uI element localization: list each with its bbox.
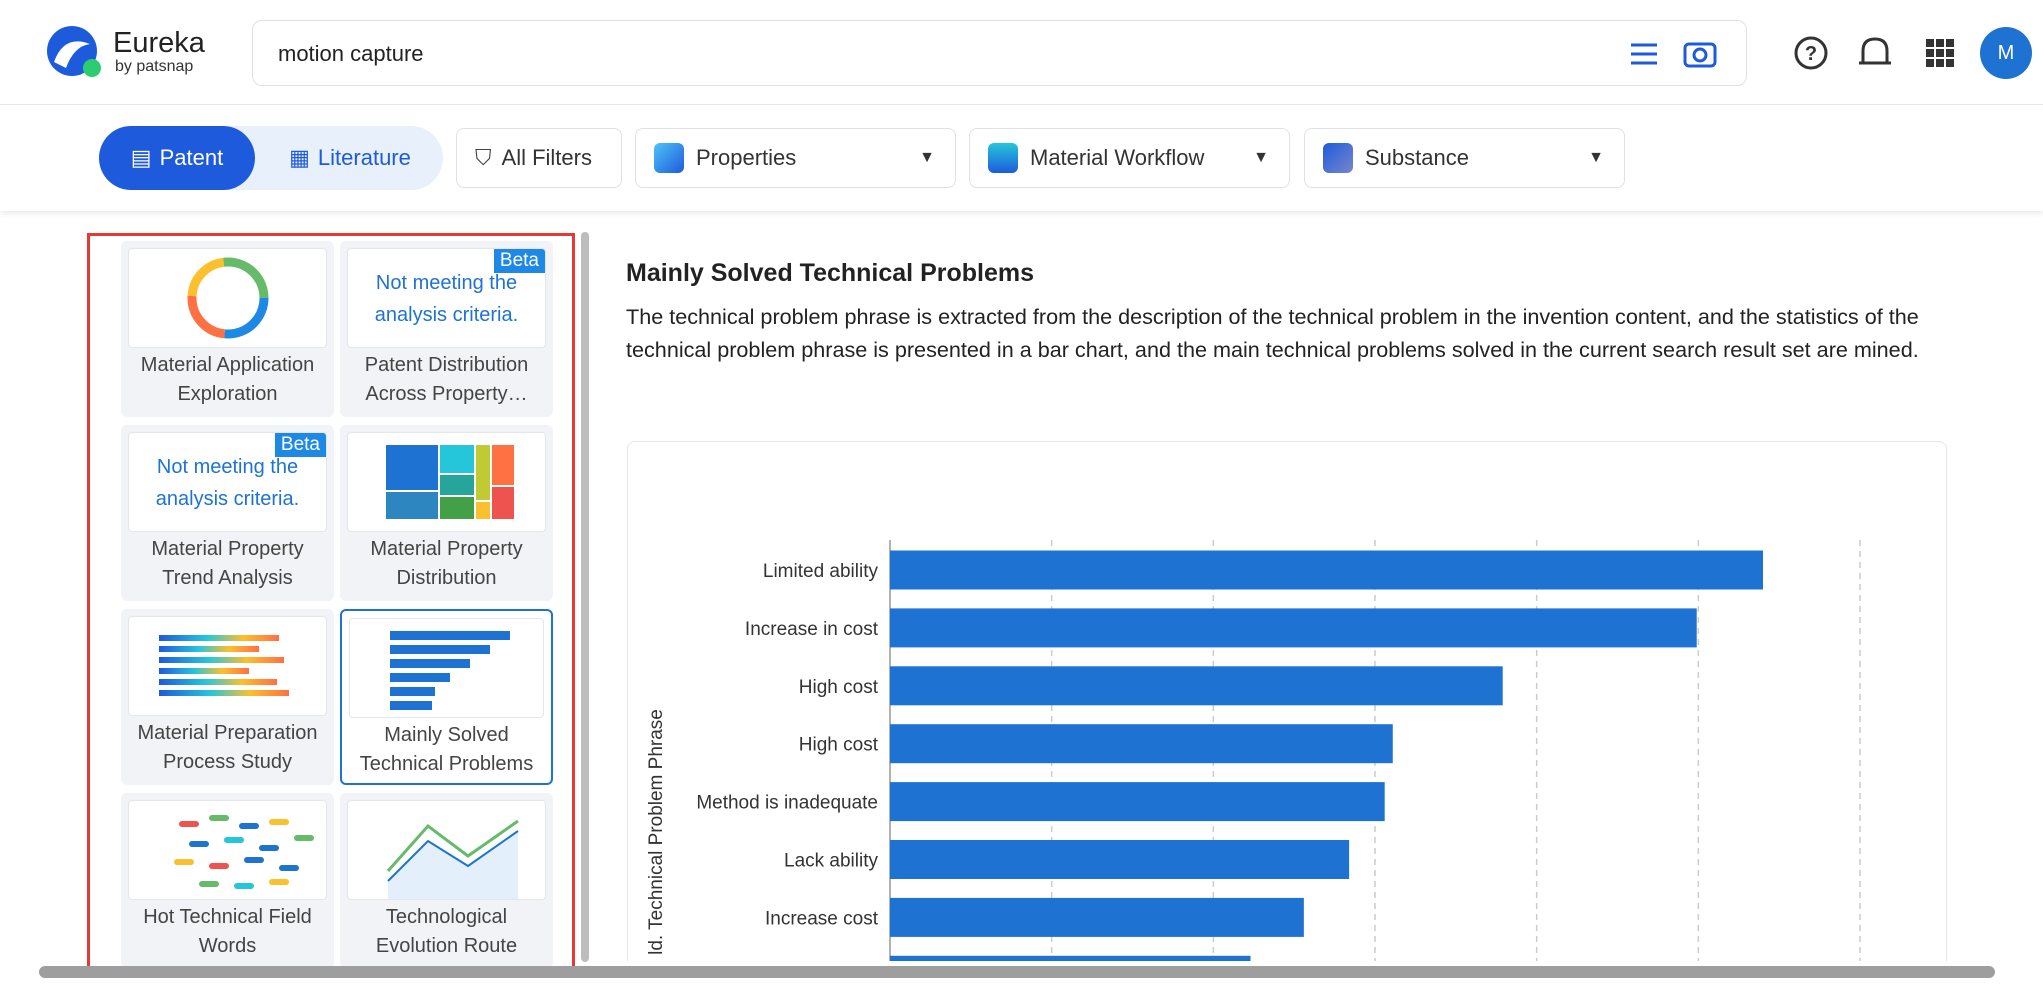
card-title: Material Preparation Process Study <box>127 719 328 777</box>
bar <box>890 551 1763 590</box>
search-box[interactable]: motion capture <box>252 20 1747 86</box>
card-title: Material Property Trend Analysis <box>127 535 328 593</box>
card-thumbnail: Not meeting the analysis criteria.Beta <box>128 432 327 532</box>
analysis-card[interactable]: Material Application Exploration <box>121 241 334 417</box>
bar <box>890 782 1385 821</box>
dropdown[interactable]: Properties▼ <box>635 128 956 188</box>
dropdown-label: Material Workflow <box>1030 145 1204 171</box>
chart-card: Limited ability Increase in cost High cost… <box>627 441 1947 961</box>
card-thumbnail <box>128 248 327 348</box>
header: Eureka by patsnap motion capture ? M <box>0 0 2043 105</box>
y-tick-label: High cost <box>799 677 879 698</box>
logo-sub: by patsnap <box>115 58 193 76</box>
card-thumbnail <box>347 800 546 900</box>
logo-text: Eureka <box>113 27 205 60</box>
card-title: Material Application Exploration <box>127 351 328 409</box>
tab-toggle: ▤Patent ▦Literature <box>99 126 443 190</box>
analysis-card[interactable]: Mainly Solved Technical Problems <box>340 609 553 785</box>
tab-literature[interactable]: ▦Literature <box>265 126 435 190</box>
analysis-card[interactable]: Not meeting the analysis criteria.BetaPa… <box>340 241 553 417</box>
y-tick-label: Lack ability <box>784 851 878 872</box>
dropdown-label: Substance <box>1365 145 1469 171</box>
card-title: Hot Technical Field Words <box>127 903 328 961</box>
analysis-card[interactable]: Hot Technical Field Words <box>121 793 334 969</box>
tab-label: Patent <box>160 145 224 171</box>
bar <box>890 840 1349 879</box>
y-axis-label: ld. Technical Problem Phrase <box>646 709 667 955</box>
search-tools[interactable] <box>1629 38 1719 70</box>
chart: Limited ability Increase in cost High cost… <box>628 442 1947 961</box>
avatar[interactable]: M <box>1980 27 2032 79</box>
logo-icon <box>40 24 106 80</box>
card-thumbnail <box>349 618 544 718</box>
card-badge: Beta <box>275 433 326 457</box>
card-badge: Beta <box>494 249 545 273</box>
bar <box>890 724 1393 763</box>
card-note: Not meeting the analysis criteria. <box>348 267 545 331</box>
y-tick-label: Limited ability <box>763 561 879 582</box>
dropdown[interactable]: Substance▼ <box>1304 128 1625 188</box>
analysis-card[interactable]: Material Preparation Process Study <box>121 609 334 785</box>
analysis-card[interactable]: Not meeting the analysis criteria.BetaMa… <box>121 425 334 601</box>
card-title: Patent Distribution Across Property… <box>346 351 547 409</box>
y-tick-label: Increase cost <box>765 908 879 929</box>
analysis-card[interactable]: Technological Evolution Route <box>340 793 553 969</box>
card-title: Mainly Solved Technical Problems <box>348 721 545 779</box>
toolbar: ▤Patent ▦Literature ⛉All Filters Propert… <box>0 106 2043 211</box>
card-title: Technological Evolution Route <box>346 903 547 961</box>
panel-description: The technical problem phrase is extracte… <box>626 300 1956 366</box>
y-tick-label: Increase in cost <box>745 619 879 640</box>
card-thumbnail <box>347 432 546 532</box>
filter-button[interactable]: ⛉All Filters <box>456 128 622 188</box>
card-panel: Material Application ExplorationNot meet… <box>87 233 575 969</box>
y-tick-label: Method is inadequate <box>696 793 878 814</box>
bar <box>890 608 1697 647</box>
card-thumbnail: Not meeting the analysis criteria.Beta <box>347 248 546 348</box>
analysis-card[interactable]: Material Property Distribution <box>340 425 553 601</box>
bar <box>890 956 1251 961</box>
svg-text:?: ? <box>1805 43 1817 65</box>
y-tick-label: High cost <box>799 735 879 756</box>
scrollbar <box>581 232 589 962</box>
panel-title: Mainly Solved Technical Problems <box>626 259 1034 288</box>
h-scrollbar <box>39 966 1995 978</box>
bar <box>890 666 1503 705</box>
bar <box>890 898 1304 937</box>
card-thumbnail <box>128 616 327 716</box>
search-text: motion capture <box>278 41 424 67</box>
tab-patent[interactable]: ▤Patent <box>99 126 255 190</box>
card-title: Material Property Distribution <box>346 535 547 593</box>
card-thumbnail <box>128 800 327 900</box>
dropdown-label: Properties <box>696 145 796 171</box>
card-note: Not meeting the analysis criteria. <box>129 451 326 515</box>
filter-label: All Filters <box>502 145 592 171</box>
dropdown[interactable]: Material Workflow▼ <box>969 128 1290 188</box>
tab-label: Literature <box>318 145 411 171</box>
